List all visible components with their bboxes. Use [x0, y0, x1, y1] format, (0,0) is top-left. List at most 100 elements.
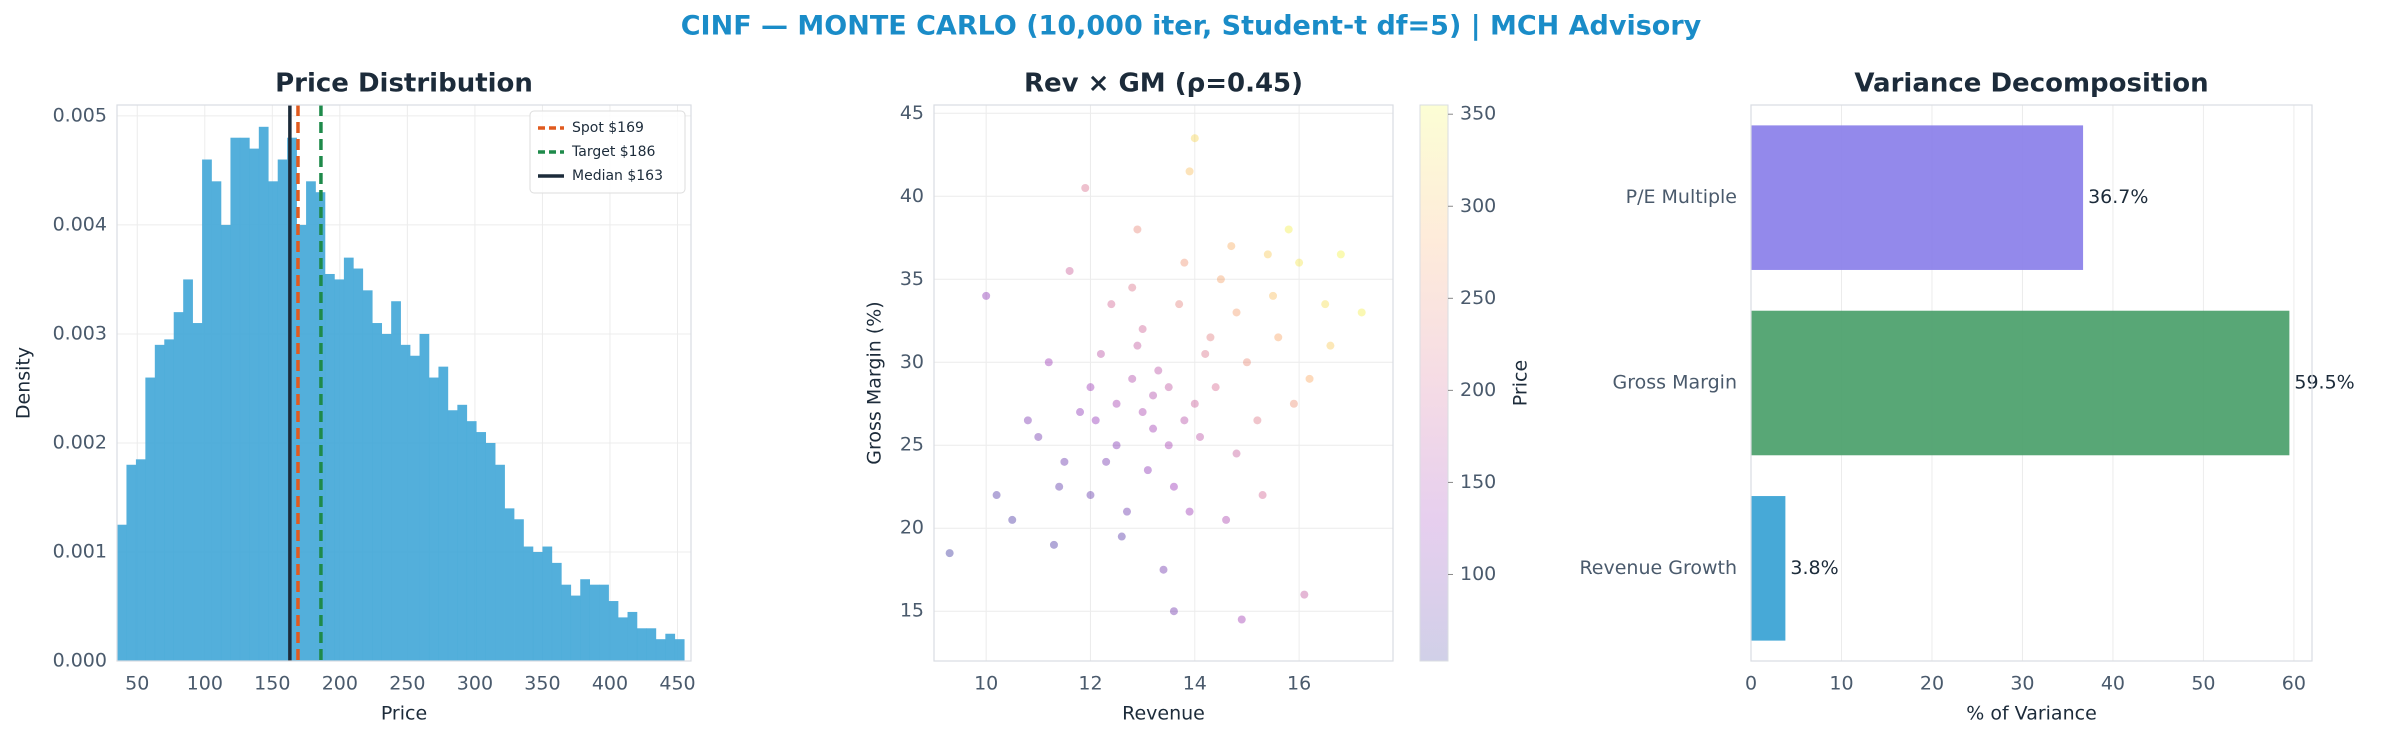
scatter-point: [1216, 275, 1225, 284]
scatter-point: [1295, 258, 1304, 267]
scatter-point: [1211, 383, 1220, 392]
scatter-point: [1133, 225, 1142, 234]
scatter-point: [1321, 300, 1330, 309]
scatter-point: [1023, 416, 1032, 425]
histogram-bar: [410, 355, 420, 661]
x-tick-label: 450: [659, 673, 695, 695]
histogram-bar: [665, 633, 676, 661]
y-tick-label: 45: [900, 102, 924, 124]
x-tick-label: 250: [389, 673, 425, 695]
histogram-bar: [353, 268, 364, 661]
scatter-point: [1107, 300, 1116, 309]
histogram-bar: [173, 312, 184, 661]
y-tick-label: 40: [900, 185, 924, 207]
y-tick-label: Gross Margin: [1613, 372, 1737, 394]
scatter-point: [1196, 432, 1205, 441]
legend-box: [529, 110, 686, 194]
y-tick-label: 25: [900, 434, 924, 456]
histogram-bar: [495, 464, 505, 661]
histogram-bar: [145, 377, 156, 661]
legend-label: Target $186: [571, 144, 655, 160]
x-tick-label: 300: [457, 673, 493, 695]
colorbar-frame: [1419, 104, 1449, 662]
scatter-point: [1091, 416, 1100, 425]
scatter-point: [1065, 266, 1074, 275]
histogram-bar: [362, 290, 373, 661]
histogram-bar: [135, 459, 146, 661]
histogram-bar: [674, 639, 685, 661]
scatter-point: [1055, 482, 1064, 491]
scatter-point: [1227, 242, 1236, 251]
histogram-bar: [542, 546, 553, 661]
scatter-point: [1164, 383, 1173, 392]
histogram-bar: [485, 442, 496, 661]
histogram-bar: [428, 377, 439, 661]
scatter-point: [1128, 283, 1137, 292]
histogram-bar: [476, 432, 487, 661]
scatter-point: [992, 491, 1001, 500]
histogram-bar: [561, 584, 572, 661]
histogram-bar: [239, 137, 250, 662]
scatter-point: [1154, 366, 1163, 375]
histogram-bar: [551, 562, 562, 661]
scatter-point: [1008, 515, 1017, 524]
x-tick-label: 350: [524, 673, 560, 695]
scatter-point: [1086, 383, 1095, 392]
colorbar-tick-label: 200: [1460, 379, 1496, 401]
histogram-bar: [599, 584, 609, 661]
axes-frame: [1750, 104, 2313, 662]
scatter-point: [1138, 408, 1147, 417]
scatter-point: [1138, 325, 1147, 334]
histogram-bar: [183, 279, 193, 661]
scatter-point: [1164, 441, 1173, 450]
y-tick-label: 20: [900, 517, 924, 539]
x-tick-label: 20: [1920, 673, 1944, 695]
y-tick-label: 30: [900, 351, 924, 373]
histogram-bar: [636, 628, 647, 661]
scatter-point: [1086, 491, 1095, 500]
bar: [1751, 496, 1786, 641]
histogram-bar: [306, 181, 316, 661]
colorbar-tick-label: 150: [1460, 471, 1496, 493]
scatter-point: [1274, 333, 1283, 342]
x-axis-label: Price: [381, 703, 427, 725]
histogram-bar: [391, 301, 401, 661]
histogram-bar: [419, 333, 430, 661]
y-tick-label: 0.002: [53, 431, 107, 453]
histogram-bar: [268, 181, 279, 661]
scatter-point: [1232, 449, 1241, 458]
y-tick-label: 0.004: [53, 213, 107, 235]
scatter-point: [1289, 399, 1298, 408]
scatter-point: [1336, 250, 1345, 259]
scatter-point: [1128, 374, 1137, 383]
scatter-point: [1242, 358, 1251, 367]
value-label: 59.5%: [2294, 372, 2354, 394]
histogram-bar: [343, 257, 354, 661]
scatter-point: [1049, 540, 1058, 549]
histogram-bar: [580, 579, 591, 661]
x-tick-label: 200: [322, 673, 358, 695]
value-label: 36.7%: [2088, 186, 2148, 208]
scatter-point: [1185, 167, 1194, 176]
histogram-bar: [618, 617, 628, 661]
histogram-bar: [202, 159, 212, 661]
x-tick-label: 12: [1078, 673, 1102, 695]
x-tick-label: 150: [254, 673, 290, 695]
histogram-bar: [447, 410, 458, 661]
scatter-point: [1117, 532, 1126, 541]
histogram-bar: [504, 508, 515, 661]
y-tick-label: 15: [900, 600, 924, 622]
y-tick-label: Revenue Growth: [1579, 557, 1737, 579]
y-tick-label: 0.005: [53, 104, 107, 126]
histogram-bar: [381, 333, 392, 661]
y-axis-label: Density: [13, 347, 35, 419]
scatter-point: [1060, 457, 1069, 466]
scatter-point: [1269, 291, 1278, 300]
scatter-point: [1149, 391, 1158, 400]
histogram-bar: [608, 601, 619, 661]
x-tick-label: 40: [2101, 673, 2125, 695]
scatter-point: [1190, 134, 1199, 143]
scatter-point: [1206, 333, 1215, 342]
x-tick-label: 10: [974, 673, 998, 695]
